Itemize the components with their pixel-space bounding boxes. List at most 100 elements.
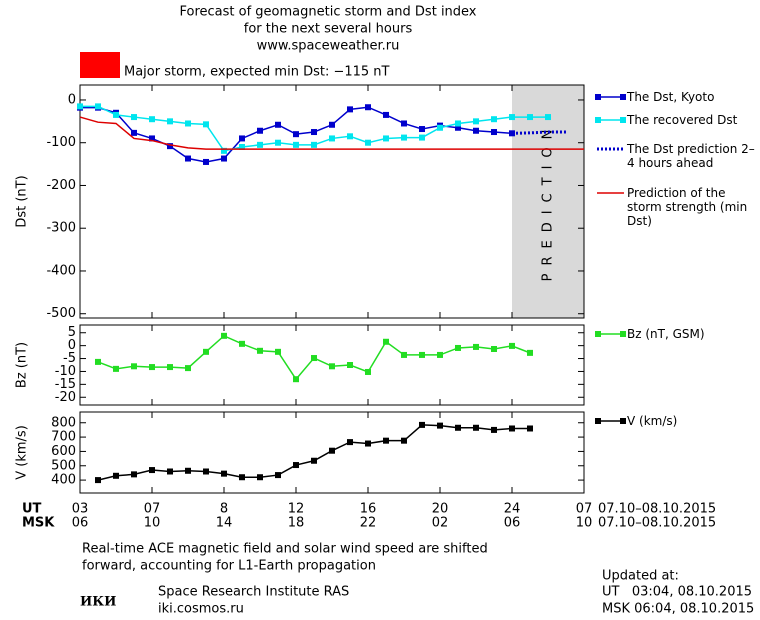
x-tick-label: 02	[432, 516, 449, 531]
y-tick-label: -10	[55, 364, 76, 379]
updated-title: Updated at:	[602, 569, 679, 584]
y-tick-label: -400	[46, 263, 76, 278]
legend-marker	[595, 418, 601, 424]
data-point	[203, 121, 209, 128]
data-point	[491, 129, 497, 136]
data-point	[527, 425, 533, 432]
date-range: 07.10–08.10.2015	[598, 516, 716, 531]
data-point	[221, 155, 227, 162]
x-axis-label: UT	[22, 502, 42, 517]
x-tick-label: 8	[220, 502, 228, 517]
data-point	[239, 340, 245, 347]
x-tick-label: 06	[504, 516, 521, 531]
data-point	[203, 158, 209, 165]
legend-label: Prediction of the storm strength (min Ds…	[627, 186, 748, 228]
note-line: Real-time ACE magnetic field and solar w…	[82, 542, 488, 557]
data-point	[131, 129, 137, 136]
data-point	[419, 351, 425, 358]
data-point	[203, 348, 209, 355]
updated-msk: MSK 06:04, 08.10.2015	[602, 602, 754, 617]
data-point	[365, 104, 371, 111]
plot-frame	[79, 84, 585, 319]
data-point	[383, 338, 389, 345]
data-point	[437, 351, 443, 358]
legend-marker	[595, 117, 601, 123]
legend-marker	[595, 94, 601, 100]
data-point	[509, 114, 515, 121]
data-point	[203, 468, 209, 475]
data-point	[149, 467, 155, 474]
plot-frame	[79, 411, 585, 494]
data-point	[473, 127, 479, 134]
x-tick-label: 18	[288, 516, 305, 531]
data-point	[527, 114, 533, 121]
data-point	[455, 344, 461, 351]
x-tick-label: 06	[72, 516, 89, 531]
data-point	[527, 349, 533, 356]
data-point	[257, 347, 263, 354]
storm-swatch	[80, 52, 120, 78]
data-point	[257, 127, 263, 134]
data-point	[401, 134, 407, 141]
x-axis-label: MSK	[22, 516, 55, 531]
legend-marker	[595, 331, 601, 337]
x-tick-label: 14	[216, 516, 233, 531]
data-point	[437, 124, 443, 131]
logo: ИКИ	[80, 595, 116, 610]
legend-marker	[620, 418, 626, 424]
legend-label: The Dst, Kyoto	[627, 90, 715, 104]
y-tick-label: 700	[51, 430, 76, 445]
data-point	[311, 129, 317, 136]
x-tick-label: 22	[360, 516, 377, 531]
data-point	[383, 135, 389, 142]
data-point	[275, 472, 281, 479]
legend-label: The Dst prediction 2–4 hours ahead	[627, 142, 755, 170]
data-point	[131, 114, 137, 121]
x-tick-label: 16	[360, 502, 377, 517]
data-point	[275, 121, 281, 128]
y-tick-label: -20	[55, 390, 76, 405]
data-point	[347, 362, 353, 368]
data-point	[185, 155, 191, 162]
data-point	[113, 111, 119, 118]
data-point	[491, 426, 497, 433]
data-point	[311, 355, 317, 362]
data-point	[257, 141, 263, 148]
data-point	[347, 439, 353, 446]
title-line: Forecast of geomagnetic storm and Dst in…	[179, 5, 476, 20]
data-point	[365, 440, 371, 447]
x-tick-label: 07	[144, 502, 161, 517]
data-point	[365, 139, 371, 146]
storm-label: Major storm, expected min Dst: −115 nT	[124, 65, 390, 80]
data-point	[221, 470, 227, 477]
y-tick-label: -15	[55, 377, 76, 392]
legend-marker	[620, 117, 626, 123]
series-line	[79, 116, 584, 150]
legend-label: Bz (nT, GSM)	[627, 327, 705, 341]
data-point	[383, 437, 389, 444]
data-point	[149, 135, 155, 142]
series-line	[97, 424, 530, 481]
data-point	[419, 126, 425, 133]
data-point	[293, 462, 299, 469]
date-range: 07.10–08.10.2015	[598, 502, 716, 517]
data-point	[329, 447, 335, 454]
data-point	[239, 143, 245, 150]
x-tick-label: 07	[576, 502, 593, 517]
legend-marker	[620, 94, 626, 100]
x-tick-label: 10	[576, 516, 593, 531]
y-axis-label: Bz (nT)	[15, 342, 30, 388]
data-point	[419, 421, 425, 428]
plot-frame	[79, 324, 585, 406]
data-point	[347, 106, 353, 113]
data-point	[239, 474, 245, 481]
y-tick-label: 0	[68, 92, 76, 107]
y-tick-label: -200	[46, 178, 76, 193]
data-point	[221, 147, 227, 154]
title-line: www.spaceweather.ru	[257, 39, 400, 54]
y-tick-label: 600	[51, 444, 76, 459]
data-point	[293, 131, 299, 138]
data-point	[149, 116, 155, 123]
data-point	[257, 474, 263, 481]
